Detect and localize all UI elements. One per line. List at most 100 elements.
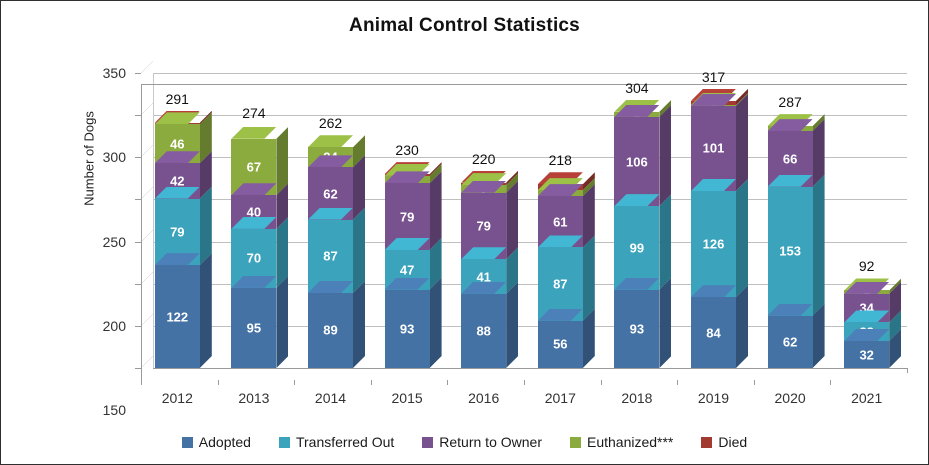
bar-column-2018[interactable]: 93991066 304 2018 [600, 73, 659, 406]
legend-item-adopted[interactable]: Adopted [181, 434, 251, 450]
bar-segment-top [308, 155, 353, 167]
bar-segment-top [155, 187, 200, 199]
bar-segment[interactable]: 89 [308, 293, 353, 368]
x-axis-tick [753, 380, 755, 385]
stacked-bar: 9347799 [384, 171, 430, 368]
bar-segment-side [736, 179, 748, 297]
bar-segment-top [614, 105, 659, 117]
legend-item-return-to-owner[interactable]: Return to Owner [422, 434, 542, 450]
bar-segment-top [231, 183, 276, 195]
bar-segment-top [385, 278, 430, 290]
bar-segment-top [844, 282, 889, 294]
bar-column-2014[interactable]: 89876224 262 2014 [294, 73, 353, 406]
bar-segment-face [691, 191, 736, 298]
bar-column-2019[interactable]: 8412610115 317 2019 [677, 69, 736, 406]
bar-segment[interactable]: 87 [308, 220, 353, 293]
bar-segment[interactable]: 106 [614, 117, 659, 207]
legend-item-died[interactable]: Died [701, 434, 747, 450]
legend-swatch-icon [278, 436, 290, 448]
bar-segment-top [844, 310, 889, 322]
bar-segment-side [200, 112, 212, 163]
bar-segment[interactable]: 122 [154, 265, 200, 368]
gridline-depth-edge [141, 187, 153, 200]
bar-segment[interactable]: 126 [691, 191, 736, 298]
legend-swatch-icon [181, 436, 193, 448]
x-axis-label-2014: 2014 [314, 390, 347, 406]
stacked-bar: 8412610115 [691, 101, 736, 368]
bar-segment-side [200, 187, 212, 266]
bar-segment[interactable]: 93 [384, 289, 430, 368]
bar-segment-side [659, 105, 671, 206]
bar-segment-top [385, 171, 430, 183]
y-axis-tick-label: 250 [102, 233, 126, 250]
legend-item-transferred-out[interactable]: Transferred Out [278, 434, 394, 450]
bar-column-2021[interactable]: 3222344 92 2021 [830, 73, 889, 406]
bar-segment-top [614, 194, 659, 206]
legend-item-euthanized[interactable]: Euthanized*** [569, 434, 673, 450]
stacked-bar: 89876224 [308, 147, 353, 368]
gridline [153, 368, 907, 369]
bar-segment[interactable]: 62 [767, 315, 813, 368]
bar-segment-top [231, 276, 276, 288]
bar-segment-side [200, 253, 212, 368]
bar-segment-face [231, 287, 277, 368]
y-axis-tick-label: 200 [102, 317, 126, 334]
y-axis-tick-label: 150 [102, 402, 126, 419]
bar-segment-face [384, 289, 430, 368]
bar-segment-top [461, 181, 506, 193]
bar-segment-side [583, 184, 595, 247]
gridline [153, 199, 907, 201]
y-axis-line [141, 85, 142, 380]
bar-segment-side [889, 282, 901, 323]
bar-total-label: 304 [625, 79, 649, 96]
bar-segment-side [506, 282, 518, 368]
stacked-bar: 93991066 [614, 112, 659, 368]
x-axis-tick [677, 380, 679, 385]
bar-segment[interactable]: 101 [691, 106, 736, 191]
bar-total-label: 92 [858, 258, 875, 275]
bar-segment[interactable]: 87 [537, 247, 583, 321]
bar-column-2015[interactable]: 9347799 230 2015 [370, 73, 430, 406]
plot-floor [141, 73, 907, 85]
bar-segment-side [276, 276, 288, 368]
x-axis-label-2021: 2021 [851, 390, 883, 406]
bar-total-label: 291 [165, 90, 189, 107]
bar-column-2013[interactable]: 95 70 40 67 274 2013 [217, 73, 276, 406]
bar-column-2020[interactable]: 62153666 287 2020 [753, 73, 813, 406]
bar-segment-face [461, 293, 507, 368]
bar-segment-side [353, 208, 365, 293]
y-axis-tick: 150 [103, 241, 141, 418]
bar-segment-side [813, 119, 825, 187]
bar-column-2017[interactable]: 56876177 218 2017 [524, 73, 583, 406]
bar-segment-face [767, 315, 813, 368]
bar-segment-side [889, 329, 901, 368]
gridline [153, 325, 907, 327]
bar-segment[interactable]: 95 [231, 288, 276, 368]
bar-column-2016[interactable]: 88417993 220 2016 [447, 73, 506, 406]
bar-segment[interactable]: 99 [614, 206, 659, 290]
bar-segment-top [231, 217, 276, 229]
bar-segment-top [461, 247, 506, 259]
bar-segment-top [231, 127, 276, 139]
bar-segment[interactable]: 88 [461, 294, 506, 368]
bar-segment-face [308, 219, 353, 293]
x-axis-tick [370, 380, 372, 385]
bar-segment-side [430, 171, 442, 250]
x-axis-tick [600, 380, 602, 385]
bar-segment[interactable]: 84 [691, 297, 736, 368]
bar-segment-face [614, 289, 660, 368]
stacked-bar: 62153666 [767, 126, 813, 368]
gridline-depth-edge [141, 313, 153, 326]
bar-segment-side [200, 151, 212, 198]
bar-segment[interactable]: 153 [767, 187, 813, 316]
bar-segment[interactable]: 56 [537, 321, 583, 368]
bar-segment-side [583, 309, 595, 368]
x-axis-tick [217, 380, 219, 385]
bar-segment-top [155, 112, 200, 124]
bar-segment[interactable]: 32 [844, 341, 889, 368]
bar-segment-side [736, 94, 748, 191]
bar-segment-top [538, 235, 583, 247]
bar-segment[interactable]: 93 [614, 290, 659, 368]
